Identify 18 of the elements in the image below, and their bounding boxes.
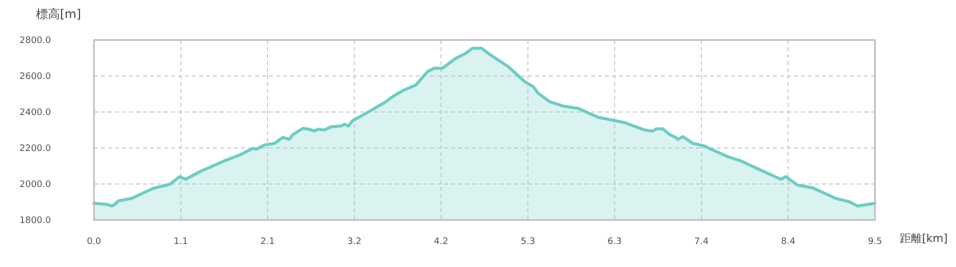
y-tick-label: 2000.0 bbox=[20, 180, 52, 190]
y-tick-label: 1800.0 bbox=[20, 216, 52, 226]
x-tick-label: 2.1 bbox=[260, 237, 275, 247]
y-tick-label: 2800.0 bbox=[20, 36, 52, 46]
x-tick-label: 4.2 bbox=[434, 237, 448, 247]
x-tick-label: 6.3 bbox=[607, 237, 622, 247]
y-tick-label: 2600.0 bbox=[20, 72, 52, 82]
y-tick-label: 2200.0 bbox=[20, 144, 52, 154]
x-tick-label: 0.0 bbox=[86, 237, 102, 247]
x-axis-title: 距離[km] bbox=[900, 232, 948, 245]
x-tick-label: 9.5 bbox=[868, 237, 882, 247]
y-tick-label: 2400.0 bbox=[20, 108, 52, 118]
y-axis-title: 標高[m] bbox=[36, 7, 82, 21]
x-tick-label: 5.3 bbox=[520, 237, 536, 247]
x-tick-label: 8.4 bbox=[781, 237, 796, 247]
x-tick-label: 1.1 bbox=[174, 237, 188, 247]
x-tick-label: 7.4 bbox=[694, 237, 709, 247]
x-tick-label: 3.2 bbox=[347, 237, 362, 247]
